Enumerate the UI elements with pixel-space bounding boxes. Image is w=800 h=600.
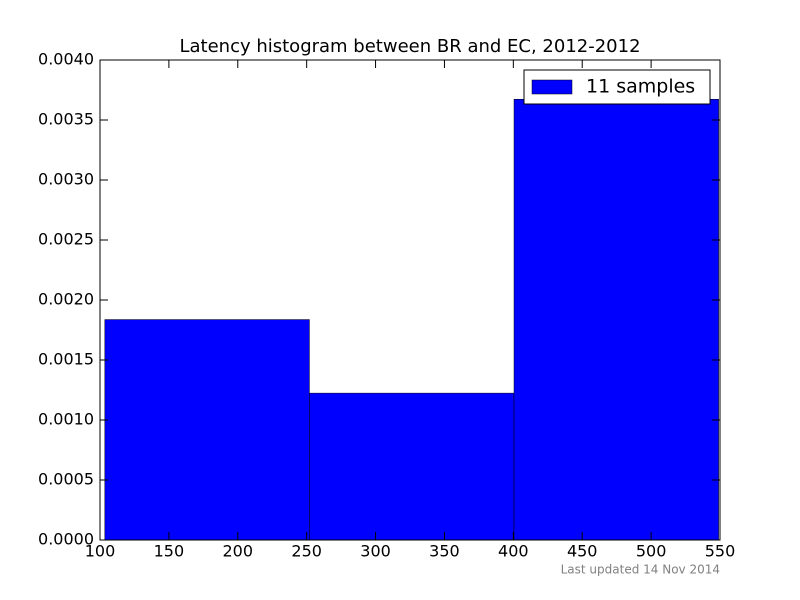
x-tick-label: 200 bbox=[223, 542, 254, 561]
y-tick-label: 0.0035 bbox=[38, 110, 94, 129]
x-tick-label: 350 bbox=[429, 542, 460, 561]
x-tick-label: 100 bbox=[85, 542, 116, 561]
y-tick-label: 0.0005 bbox=[38, 470, 94, 489]
y-tick-label: 0.0015 bbox=[38, 350, 94, 369]
x-tick-label: 450 bbox=[567, 542, 598, 561]
y-tick-label: 0.0030 bbox=[38, 170, 94, 189]
x-tick-label: 400 bbox=[498, 542, 529, 561]
footer: Last updated 14 Nov 2014 bbox=[561, 563, 720, 577]
x-tick-label: 300 bbox=[360, 542, 391, 561]
bar bbox=[309, 392, 515, 541]
legend-swatch bbox=[531, 79, 573, 95]
y-tick-label: 0.0025 bbox=[38, 230, 94, 249]
x-tick-label: 550 bbox=[705, 542, 736, 561]
y-tick-label: 0.0000 bbox=[38, 530, 94, 549]
bar bbox=[104, 319, 310, 541]
y-tick-label: 0.0040 bbox=[38, 50, 94, 69]
y-tick-label: 0.0010 bbox=[38, 410, 94, 429]
chart-title: Latency histogram between BR and EC, 201… bbox=[179, 36, 640, 57]
bar bbox=[513, 98, 719, 541]
y-tick-label: 0.0020 bbox=[38, 290, 94, 309]
legend-label: 11 samples bbox=[586, 76, 695, 98]
x-tick-label: 250 bbox=[291, 542, 322, 561]
x-tick-label: 500 bbox=[636, 542, 667, 561]
x-tick-label: 150 bbox=[154, 542, 185, 561]
legend-box bbox=[523, 69, 711, 105]
